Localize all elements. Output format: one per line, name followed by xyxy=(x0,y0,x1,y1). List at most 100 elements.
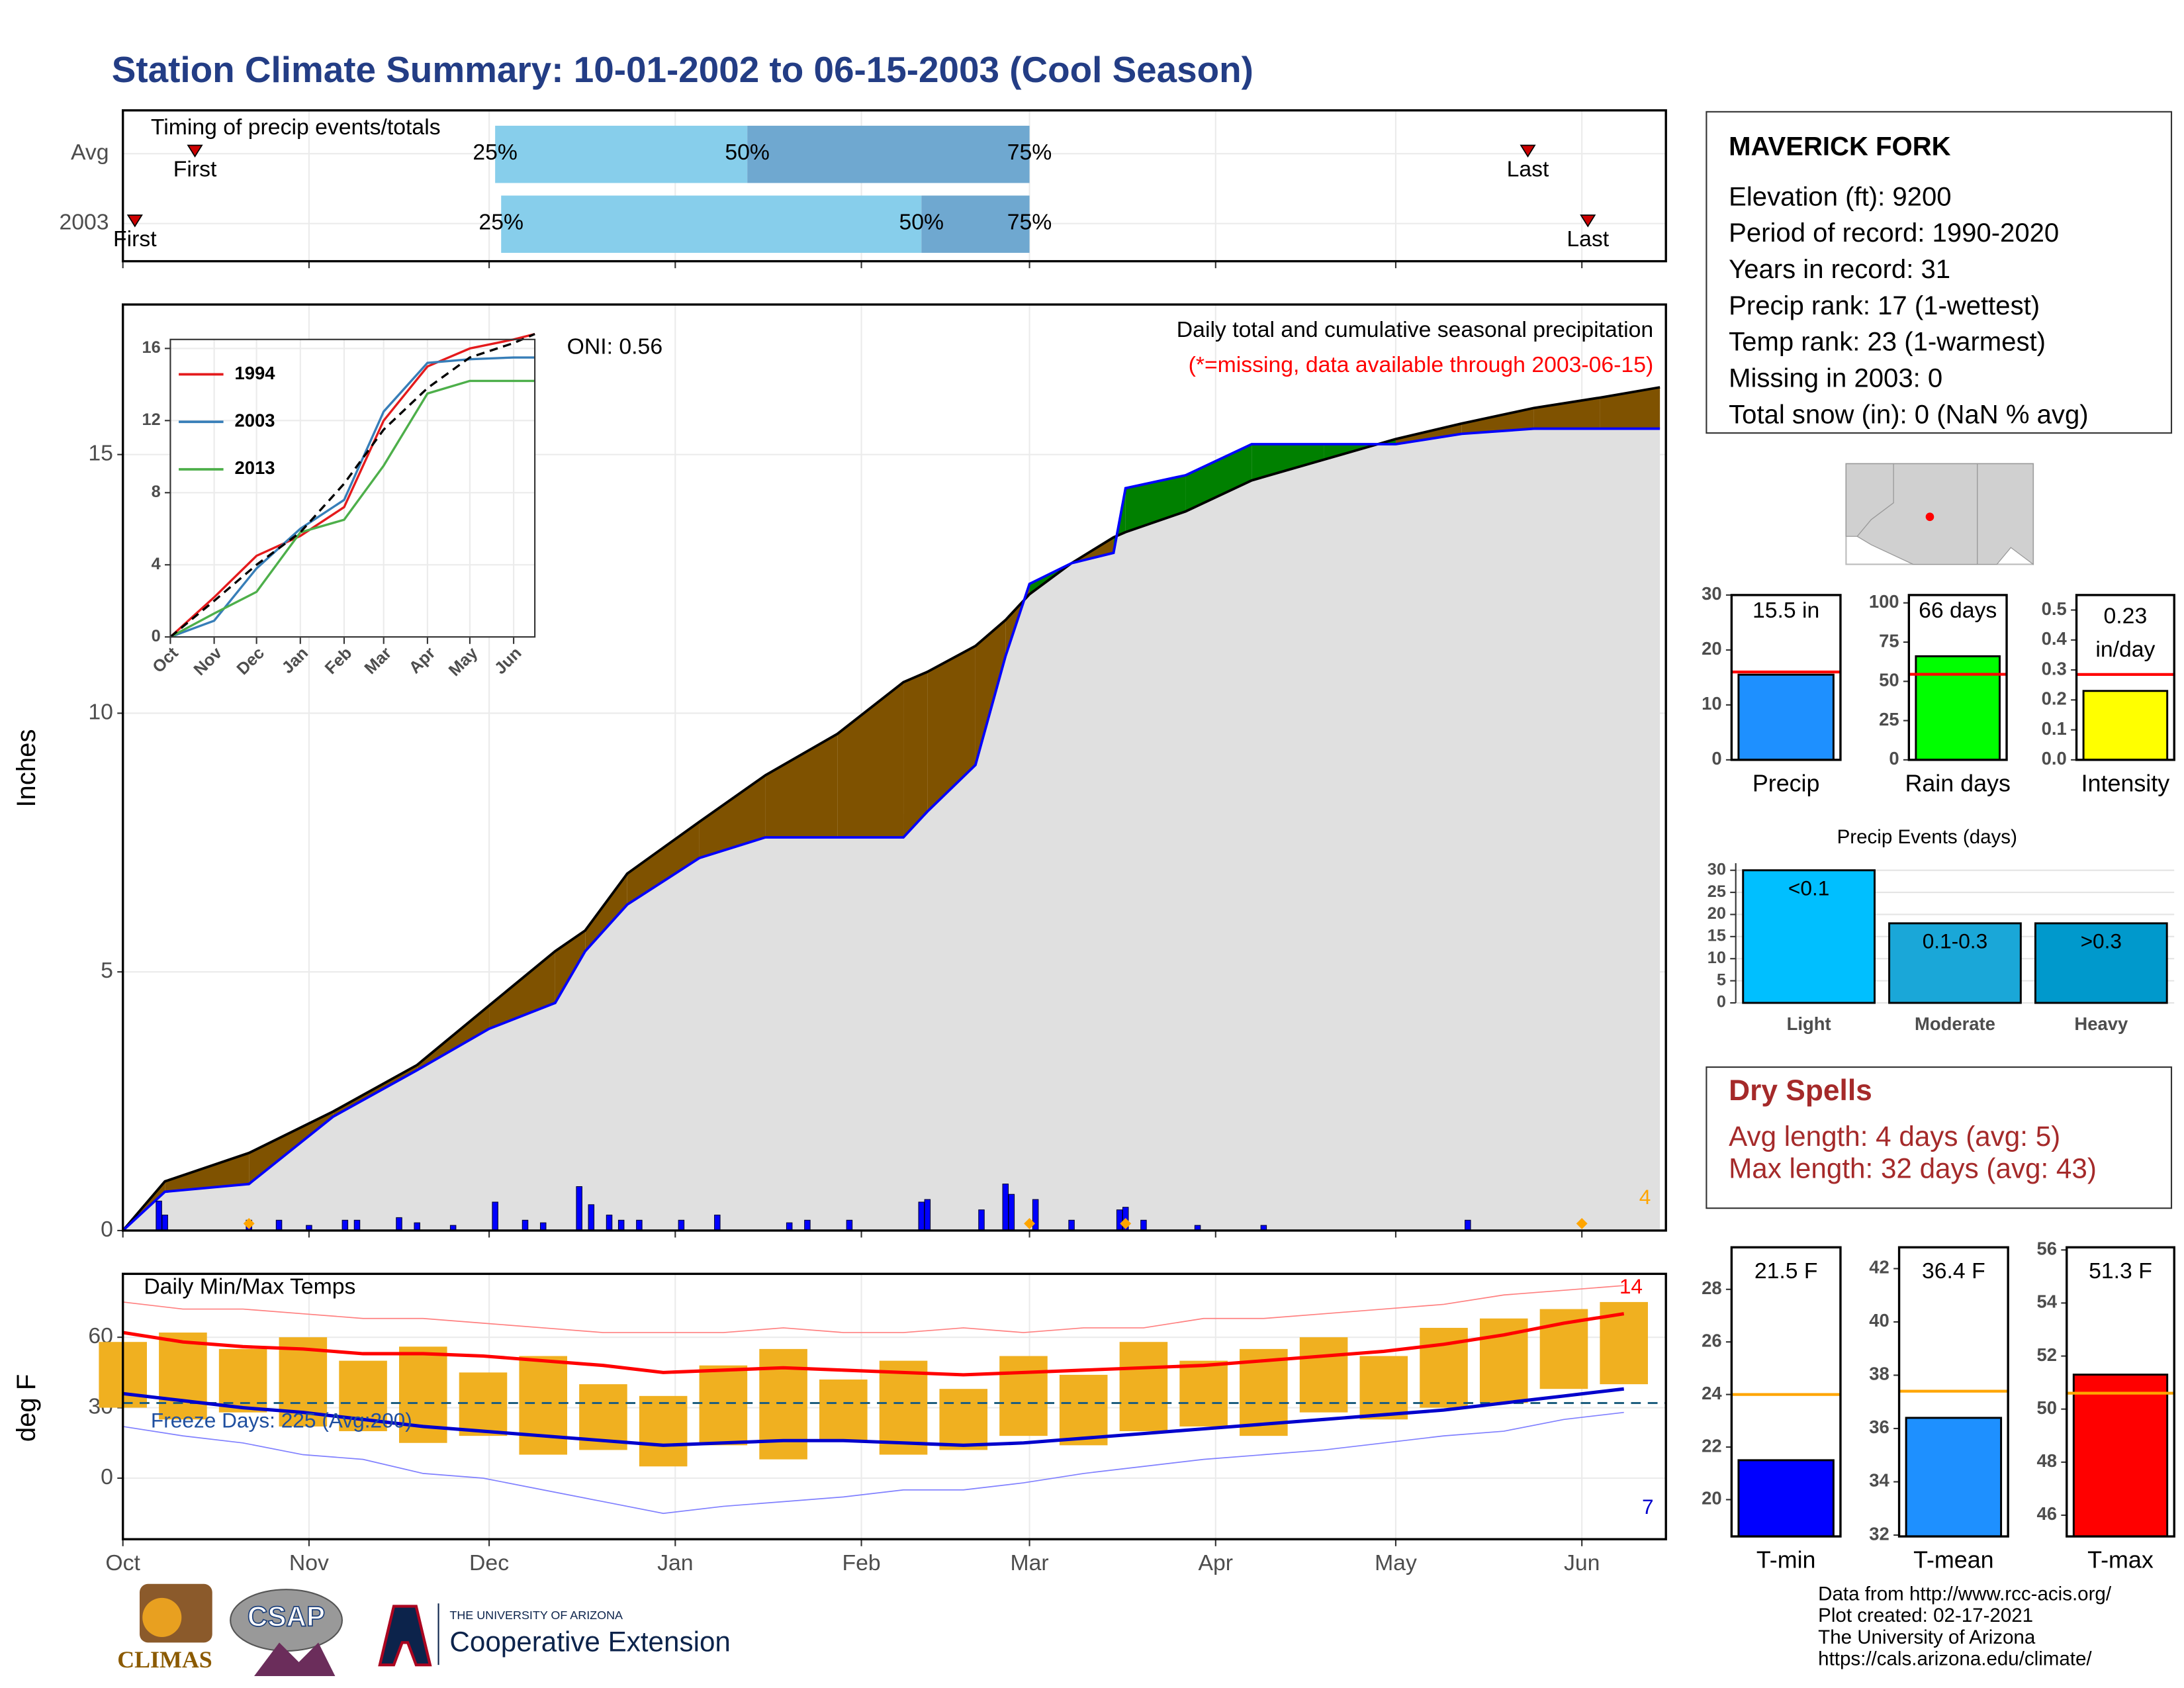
temp-range-bar xyxy=(459,1372,508,1436)
y-tick-label: 10 xyxy=(1707,949,1726,967)
y-tick-label: 38 xyxy=(1869,1364,1889,1384)
quantile-bar xyxy=(921,195,1030,253)
y-tick-label: 0.3 xyxy=(2042,658,2067,679)
value-label: 51.3 F xyxy=(2089,1258,2152,1284)
y-tick-label: 32 xyxy=(1869,1523,1889,1544)
legend-label: 1994 xyxy=(234,363,275,383)
y-tick-label: 0.2 xyxy=(2042,688,2067,709)
y-tick-label: 56 xyxy=(2037,1239,2057,1259)
station-line: Total snow (in): 0 (NaN % avg) xyxy=(1729,400,2088,429)
missing-marker xyxy=(1024,1217,1036,1229)
x-tick-label: Jan xyxy=(657,1550,693,1575)
y-tick-label: 100 xyxy=(1869,591,1899,612)
bar-frame xyxy=(1907,594,2008,761)
y-axis-label: deg F xyxy=(12,1374,41,1442)
temp-range-bar xyxy=(159,1333,207,1420)
csap-mountain xyxy=(254,1642,336,1677)
station-line: Temp rank: 23 (1-warmest) xyxy=(1729,328,2046,357)
season-area xyxy=(122,428,1661,1231)
daily-bar xyxy=(353,1219,361,1231)
credit-line: The University of Arizona xyxy=(1818,1626,2036,1648)
departure-area xyxy=(837,682,904,837)
temp-range-bar xyxy=(519,1356,568,1455)
category-label: Heavy xyxy=(2074,1013,2128,1034)
last-label: Last xyxy=(1507,156,1549,181)
oni-label: ONI: 0.56 xyxy=(567,334,662,359)
daily-bar xyxy=(1140,1219,1147,1231)
daily-bar xyxy=(918,1201,925,1231)
y-tick-label: 30 xyxy=(1702,583,1721,604)
y-tick-label: 0.1 xyxy=(2042,718,2067,739)
departure-area xyxy=(165,1152,250,1192)
y-tick-label: 52 xyxy=(2037,1344,2057,1365)
missing-marker xyxy=(1120,1217,1132,1229)
y-tick-label: 0 xyxy=(1717,993,1726,1011)
bar-frame xyxy=(2066,1246,2175,1538)
bar-frame xyxy=(1730,594,1842,761)
y-tick-label: 20 xyxy=(1702,1488,1721,1509)
y-tick-label: 0 xyxy=(101,1217,113,1242)
departure-area xyxy=(699,775,766,859)
departure-area xyxy=(975,620,1006,765)
departure-area xyxy=(903,671,928,837)
daily-bar xyxy=(1008,1194,1015,1231)
temp-range-bar xyxy=(1359,1356,1408,1420)
y-tick-label: 24 xyxy=(1702,1383,1722,1403)
category-label: Precip xyxy=(1752,770,1820,796)
station-line: Elevation (ft): 9200 xyxy=(1729,182,1951,211)
daily-bar xyxy=(156,1200,162,1231)
first-label: First xyxy=(173,156,217,181)
daily-bar xyxy=(1068,1219,1075,1231)
y-tick-label: 10 xyxy=(88,699,113,724)
panel-title: Precip Events (days) xyxy=(1837,826,2017,848)
timing-marker xyxy=(126,214,143,228)
daily-bar xyxy=(636,1219,643,1231)
first-label: First xyxy=(113,226,157,252)
row-label: 2003 xyxy=(59,210,109,235)
credit-line: Plot created: 02-17-2021 xyxy=(1818,1605,2033,1626)
y-tick-label: 26 xyxy=(1702,1330,1721,1350)
departure-area xyxy=(555,930,586,1004)
climas-emblem xyxy=(142,1597,182,1637)
y-axis-label: Inches xyxy=(12,729,41,807)
daily-bar xyxy=(786,1222,793,1231)
y-tick-label: 50 xyxy=(2037,1397,2057,1418)
y-tick-label: 20 xyxy=(1702,638,1721,659)
category-label: Rain days xyxy=(1905,770,2010,796)
daily-bar xyxy=(1032,1199,1039,1231)
panel-subtitle: (*=missing, data available through 2003-… xyxy=(1189,352,1654,377)
legend-label: 2013 xyxy=(234,457,275,478)
bar-frame xyxy=(1897,1246,2009,1538)
plot-frame xyxy=(121,1272,1667,1540)
y-tick-label: 0 xyxy=(152,627,161,645)
departure-area xyxy=(1125,475,1186,532)
record-min-line xyxy=(122,1411,1624,1515)
departure-area xyxy=(1600,387,1661,429)
value-label: 21.5 F xyxy=(1754,1258,1818,1284)
station-line: Precip rank: 17 (1-wettest) xyxy=(1729,291,2040,320)
temp-range-bar xyxy=(1420,1327,1468,1408)
dry-line: Avg length: 4 days (avg: 5) xyxy=(1729,1121,2060,1152)
legend-label: 2003 xyxy=(234,410,275,431)
x-tick-label: May xyxy=(1375,1550,1417,1575)
value-label: 0.23 xyxy=(2104,604,2148,629)
plot-frame xyxy=(121,109,1667,263)
logo-text: Cooperative Extension xyxy=(449,1626,730,1658)
inset-line xyxy=(169,333,535,638)
daily-bar xyxy=(1002,1184,1009,1231)
y-tick-label: 42 xyxy=(1869,1257,1889,1278)
daily-bar xyxy=(1465,1219,1471,1231)
y-tick-label: 16 xyxy=(142,338,161,357)
daily-bar xyxy=(576,1186,582,1231)
quantile-label: 25% xyxy=(478,210,523,235)
temp-range-bar xyxy=(1179,1360,1228,1427)
plot-frame xyxy=(121,303,1667,1232)
record-low-count: 7 xyxy=(1642,1495,1654,1519)
credit-line: Data from http://www.rcc-acis.org/ xyxy=(1818,1583,2112,1605)
y-tick-label: 0 xyxy=(1889,748,1899,769)
temp-range-bar xyxy=(699,1365,748,1446)
daily-bar xyxy=(978,1209,985,1231)
panel-title: Daily Min/Max Temps xyxy=(144,1274,355,1299)
logo-text: CSAP xyxy=(248,1601,325,1632)
category-label: T-mean xyxy=(1913,1546,1994,1573)
